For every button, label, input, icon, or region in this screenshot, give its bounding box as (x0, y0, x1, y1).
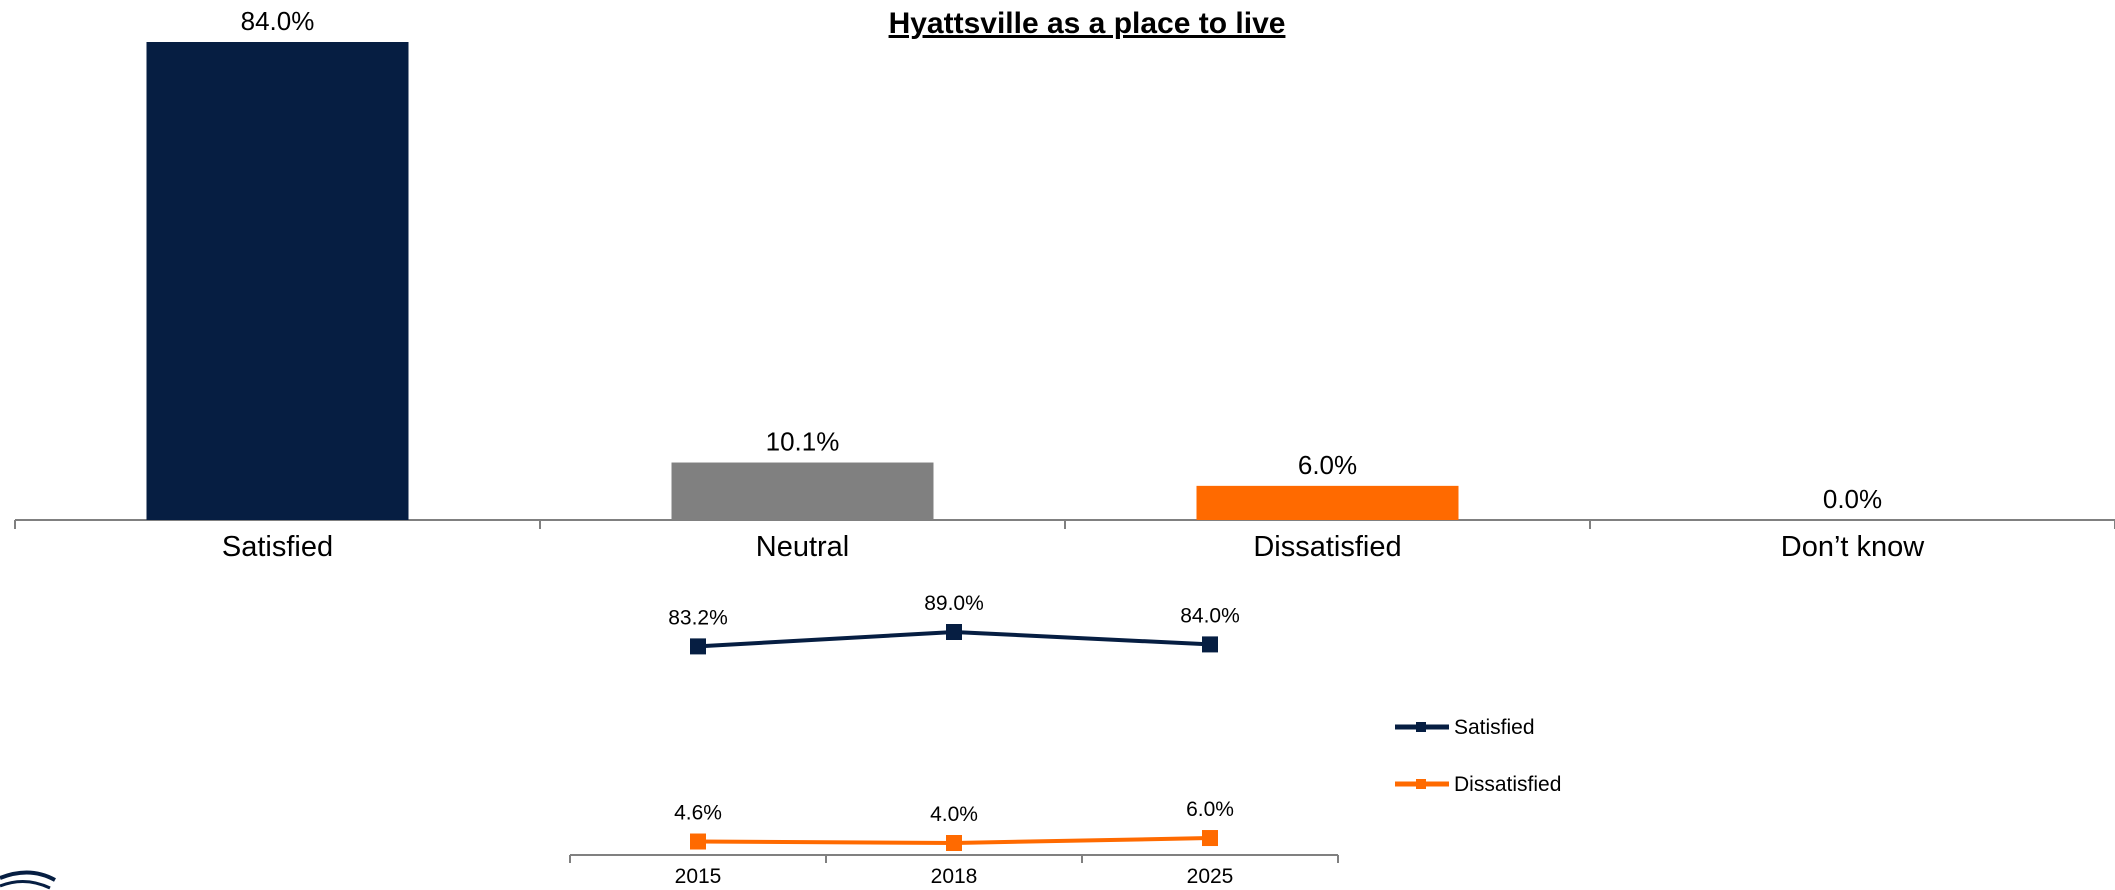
series-point (1202, 636, 1218, 653)
bar-value-label: 10.1% (766, 427, 840, 457)
legend-swatch-marker (1416, 779, 1426, 789)
legend-swatch-marker (1416, 722, 1426, 732)
series-point-label: 84.0% (1180, 604, 1240, 627)
chart-title: Hyattsville as a place to live (889, 7, 1286, 40)
series-point (1202, 830, 1218, 847)
series-point (690, 638, 706, 655)
bar-value-label: 84.0% (241, 6, 315, 36)
series-point-label: 89.0% (924, 592, 984, 615)
bar-value-label: 6.0% (1298, 450, 1357, 480)
line-x-tick-label: 2018 (931, 865, 978, 888)
series-point-label: 4.6% (674, 802, 722, 825)
bar-category-label: Neutral (756, 531, 850, 563)
series-point-label: 83.2% (668, 606, 728, 629)
bar-category-label: Dissatisfied (1253, 531, 1401, 563)
trend-line-chart: 2015 2018 2025 83.2% 89.0% 84.0% Satisfied 4.6%… (569, 592, 1561, 888)
series-point-label: 4.0% (930, 803, 978, 826)
logo-icon (0, 870, 56, 890)
legend-label: Dissatisfied (1454, 773, 1561, 796)
bar (671, 462, 934, 520)
line-x-tick-label: 2015 (675, 865, 722, 888)
bar-category-label: Don’t know (1781, 531, 1926, 563)
line-x-tick-label: 2025 (1187, 865, 1234, 888)
series-point (946, 624, 962, 640)
series-point (690, 833, 706, 850)
bar-category-label: Satisfied (222, 531, 333, 563)
series-point-label: 6.0% (1186, 798, 1234, 821)
bar-value-label: 0.0% (1823, 484, 1882, 514)
bar (1196, 485, 1459, 520)
legend-label: Satisfied (1454, 716, 1535, 739)
bar (146, 42, 409, 520)
bar-chart: 84.0% Satisfied 10.1% Neutral 6.0% Dissatisfi… (14, 6, 2115, 563)
series-point (946, 835, 962, 851)
